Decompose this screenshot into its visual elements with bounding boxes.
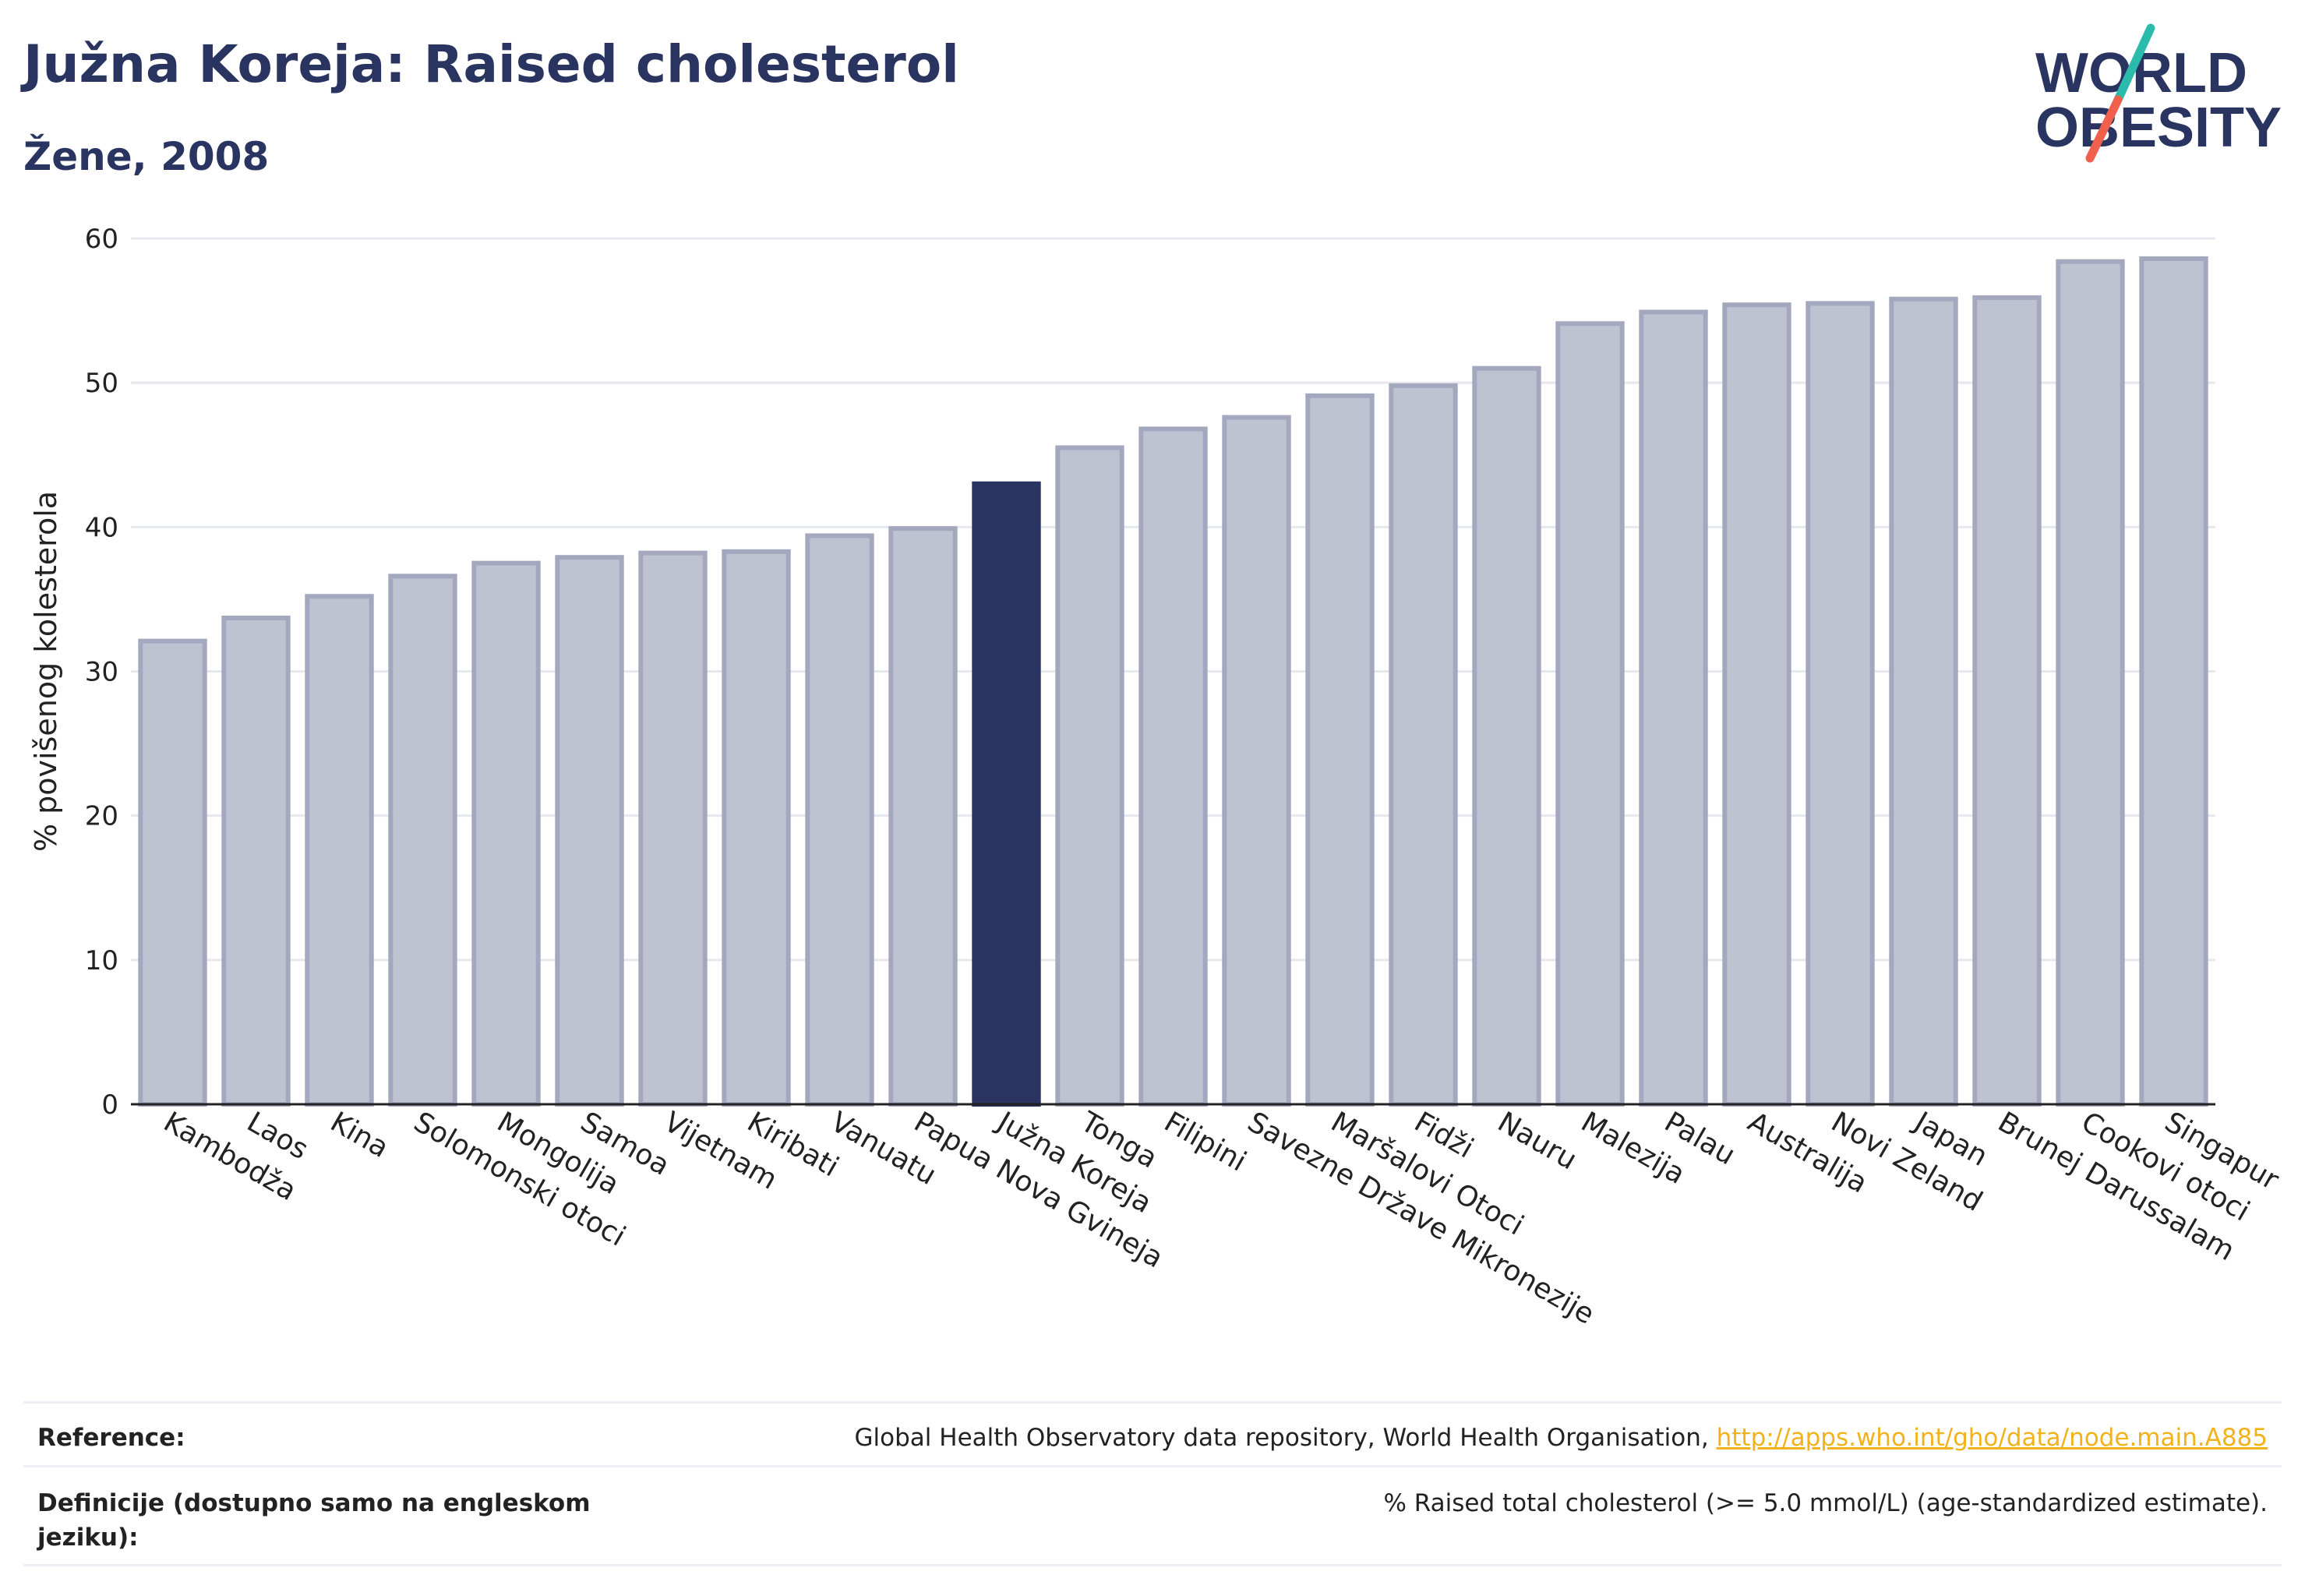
reference-label: Reference: bbox=[37, 1424, 185, 1452]
reference-value: Global Health Observatory data repositor… bbox=[855, 1421, 2268, 1455]
definition-label: Definicije (dostupno samo na engleskom j… bbox=[37, 1489, 591, 1552]
logo-word-2: OBESITY bbox=[2035, 97, 2282, 159]
logo-slash-teal bbox=[2113, 23, 2155, 104]
bar bbox=[305, 594, 374, 1107]
definition-value: % Raised total cholesterol (>= 5.0 mmol/… bbox=[1383, 1489, 2268, 1517]
reference-row: Reference: Global Health Observatory dat… bbox=[23, 1401, 2282, 1467]
bar bbox=[2056, 259, 2125, 1107]
y-tick-label: 0 bbox=[101, 1089, 118, 1121]
bar bbox=[888, 526, 958, 1107]
bar bbox=[1806, 301, 1875, 1107]
reference-link[interactable]: http://apps.who.int/gho/data/node.main.A… bbox=[1716, 1424, 2268, 1452]
reference-source: Global Health Observatory data repositor… bbox=[854, 1424, 1717, 1452]
bar bbox=[1722, 302, 1791, 1107]
y-tick-label: 20 bbox=[85, 801, 118, 832]
bar bbox=[471, 560, 541, 1107]
y-tick-label: 10 bbox=[85, 945, 118, 976]
x-tick-label: Filipini bbox=[1159, 1106, 1251, 1178]
chart-title: Južna Koreja: Raised cholesterol bbox=[23, 34, 959, 94]
bar bbox=[555, 555, 624, 1107]
bar bbox=[1138, 426, 1208, 1107]
bar bbox=[138, 638, 207, 1107]
bar bbox=[805, 533, 874, 1107]
y-axis-label: % povišenog kolesterola bbox=[29, 491, 63, 852]
bar bbox=[388, 574, 457, 1107]
y-tick-label: 30 bbox=[85, 657, 118, 688]
bar bbox=[1222, 415, 1291, 1107]
bar bbox=[1472, 365, 1541, 1107]
bar bbox=[1639, 309, 1708, 1107]
y-tick-label: 50 bbox=[85, 368, 118, 399]
bar bbox=[1055, 445, 1124, 1107]
world-obesity-logo: WORLD OBESITY bbox=[2035, 23, 2282, 163]
bar bbox=[1305, 393, 1375, 1107]
bar bbox=[972, 481, 1041, 1107]
bar bbox=[1389, 383, 1458, 1107]
logo-slash-coral bbox=[2085, 95, 2123, 163]
x-tick-label: Kina bbox=[325, 1106, 394, 1164]
bar bbox=[1972, 295, 2042, 1107]
y-tick-label: 60 bbox=[85, 224, 118, 255]
bar bbox=[1555, 321, 1625, 1107]
bar bbox=[638, 550, 708, 1107]
y-tick-label: 40 bbox=[85, 512, 118, 543]
bar bbox=[1889, 296, 1958, 1107]
chart-subtitle: Žene, 2008 bbox=[23, 134, 270, 179]
x-tick-label: Nauru bbox=[1492, 1106, 1582, 1176]
definition-row: Definicije (dostupno samo na engleskom j… bbox=[23, 1465, 2282, 1566]
bar bbox=[221, 615, 291, 1107]
bar bbox=[2139, 256, 2208, 1107]
bar bbox=[722, 549, 791, 1107]
